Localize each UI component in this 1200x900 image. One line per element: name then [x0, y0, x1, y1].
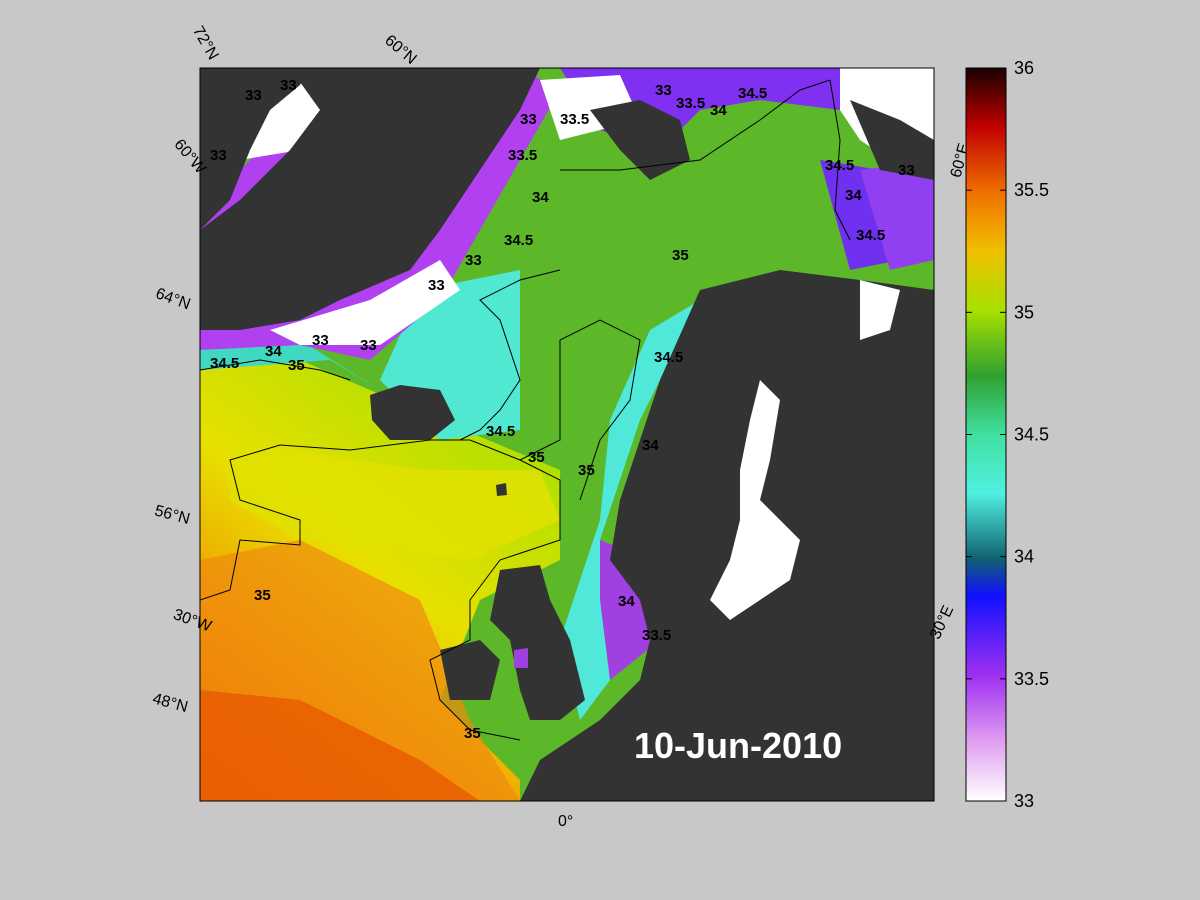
- contour-label: 34.5: [486, 423, 515, 440]
- ireland-land: [440, 640, 500, 700]
- lat-label-64n: 64°N: [153, 285, 192, 313]
- colorbar-tick-label: 36: [1014, 58, 1034, 78]
- colorbar-tick-label: 35.5: [1014, 180, 1049, 200]
- map-panel: [200, 68, 934, 801]
- contour-label: 33: [360, 337, 377, 354]
- contour-label: 33: [465, 252, 482, 269]
- contour-label: 35: [288, 357, 305, 374]
- svalbard-land: [590, 100, 690, 180]
- contour-label: 33.5: [642, 627, 671, 644]
- contour-label: 35: [464, 725, 481, 742]
- contour-label: 35: [672, 247, 689, 264]
- contour-label: 34.5: [825, 157, 854, 174]
- contour-label: 35: [528, 449, 545, 466]
- contour-label: 33: [655, 82, 672, 99]
- contour-label: 33: [428, 277, 445, 294]
- lat-label-72n: 72°N: [189, 23, 222, 62]
- contour-label: 33: [245, 87, 262, 104]
- contour-label: 33: [898, 162, 915, 179]
- contour-label: 34: [265, 343, 282, 360]
- contour-label: 34: [710, 102, 727, 119]
- contour-label: 34.5: [654, 349, 683, 366]
- lat-label-60n-top: 60°N: [381, 32, 419, 68]
- iceland-land: [370, 385, 455, 440]
- lon-label-0: 0°: [558, 813, 573, 830]
- europe-land: [520, 270, 934, 801]
- contour-label: 34.5: [738, 85, 767, 102]
- lat-label-56n: 56°N: [153, 502, 192, 528]
- date-label: 10-Jun-2010: [634, 725, 842, 766]
- contour-label: 33: [280, 77, 297, 94]
- contour-label: 35: [578, 462, 595, 479]
- contour-label: 34: [642, 437, 659, 454]
- contour-label: 33: [520, 111, 537, 128]
- colorbar-tick-label: 35: [1014, 302, 1034, 322]
- colorbar-gradient: [965, 67, 1007, 802]
- lat-label-48n: 48°N: [151, 690, 190, 716]
- greenland-land: [200, 68, 540, 330]
- colorbar: 36 35.5 35 34.5 34 33.5 33: [965, 58, 1049, 811]
- colorbar-tick-label: 33: [1014, 791, 1034, 811]
- great-britain-land: [490, 565, 585, 720]
- colorbar-tick-label: 34: [1014, 547, 1034, 567]
- contour-labels: 33 33 33 33 33 33.5 33.5 33.5 34 34.5 34…: [210, 77, 915, 742]
- salinity-contours: [200, 79, 851, 741]
- contour-label: 33.5: [676, 95, 705, 112]
- contour-label: 33: [312, 332, 329, 349]
- contour-label: 34.5: [856, 227, 885, 244]
- contour-label: 33.5: [508, 147, 537, 164]
- contour-label: 34: [618, 593, 635, 610]
- contour-label: 33: [210, 147, 227, 164]
- colorbar-ticks: 36 35.5 35 34.5 34 33.5 33: [966, 58, 1049, 811]
- norwegian-coastal-current: [560, 300, 700, 720]
- map-frame: [199, 67, 935, 802]
- contour-label: 34.5: [504, 232, 533, 249]
- contour-label: 34.5: [210, 355, 239, 372]
- contour-label: 35: [254, 587, 271, 604]
- colorbar-tick-label: 33.5: [1014, 669, 1049, 689]
- contour-label: 34: [845, 187, 862, 204]
- baltic-sea: [710, 380, 800, 620]
- colorbar-tick-label: 34.5: [1014, 425, 1049, 445]
- contour-label: 34: [532, 189, 549, 206]
- contour-label: 33.5: [560, 111, 589, 128]
